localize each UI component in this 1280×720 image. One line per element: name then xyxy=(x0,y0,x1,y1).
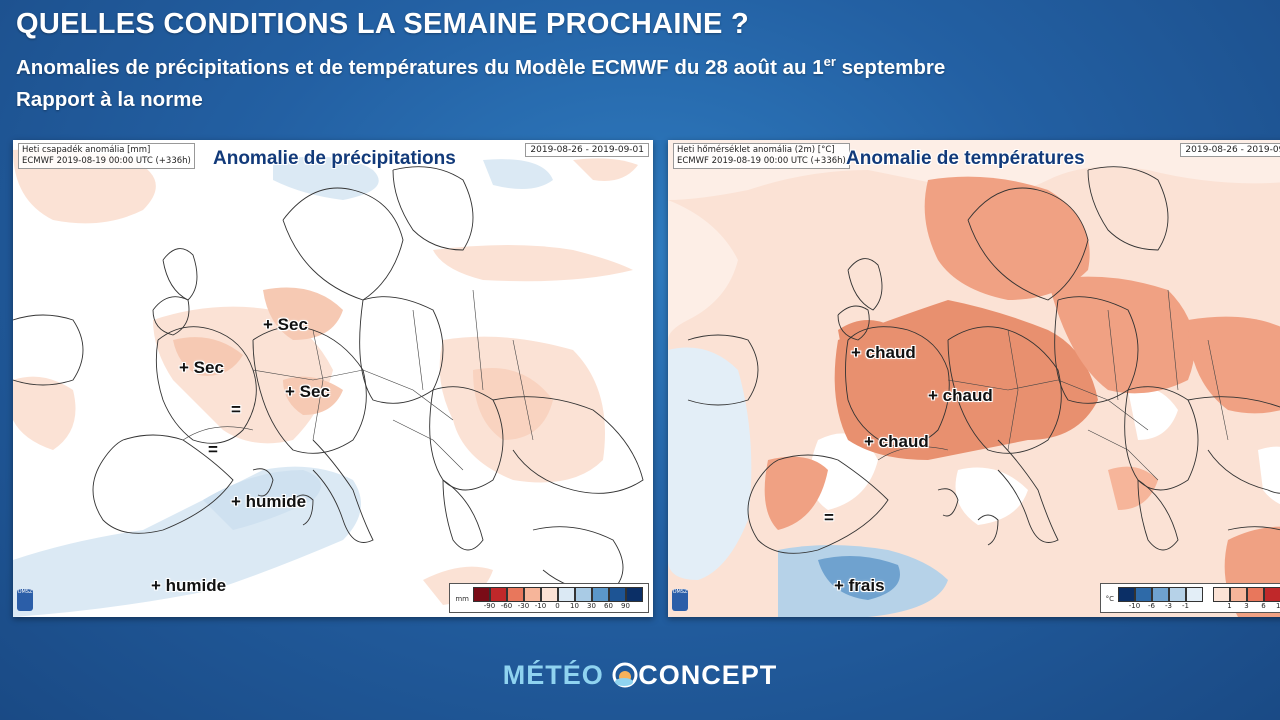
sun-cloud-icon xyxy=(612,662,638,688)
page-title: QUELLES CONDITIONS LA SEMAINE PROCHAINE … xyxy=(16,8,750,40)
legend-tick-label: -60 xyxy=(500,602,513,610)
subtitle-end: septembre xyxy=(835,56,946,79)
omsz-logo: OMSZ xyxy=(17,589,33,611)
temperature-legend: °C -10 -6 -3 -1 1 3 6 10 xyxy=(1099,583,1280,613)
legend-unit: mm xyxy=(455,595,469,603)
legend-tick-label: -3 xyxy=(1165,602,1172,610)
precipitation-date-range: 2019-08-26 - 2019-09-01 xyxy=(525,143,649,157)
legend-color-box xyxy=(473,587,490,602)
legend-color-box xyxy=(609,587,626,602)
precipitation-info-line1: Heti csapadék anomália [mm] xyxy=(22,145,151,155)
precipitation-map: Heti csapadék anomália [mm] ECMWF 2019-0… xyxy=(13,140,653,617)
omsz-logo-text: OMSZ xyxy=(17,589,33,595)
legend-color-boxes-cold xyxy=(1118,587,1203,602)
precipitation-map-graphic xyxy=(13,140,653,617)
legend-color-boxes xyxy=(473,587,643,602)
legend-ticks-cold: -10 -6 -3 -1 xyxy=(1118,602,1203,610)
meteo-concept-logo: MÉTÉO CONCEPT xyxy=(0,660,1280,691)
legend-tick-label: 6 xyxy=(1261,602,1266,610)
legend-scale: -90 -60 -30 -10 0 10 30 60 90 xyxy=(473,587,643,610)
legend-tick-label: -10 xyxy=(534,602,547,610)
omsz-logo: OMSZ xyxy=(672,589,688,611)
legend-color-box xyxy=(558,587,575,602)
legend-color-boxes-warm xyxy=(1213,587,1280,602)
legend-color-box xyxy=(1230,587,1247,602)
legend-tick-label: 60 xyxy=(604,602,613,610)
legend-color-box xyxy=(1169,587,1186,602)
temperature-info-line2: ECMWF 2019-08-19 00:00 UTC (+336h) xyxy=(677,156,846,166)
precipitation-info-box: Heti csapadék anomália [mm] ECMWF 2019-0… xyxy=(18,143,195,169)
temperature-date-range: 2019-08-26 - 2019-09-01 xyxy=(1180,143,1280,157)
map-label: + chaud xyxy=(928,386,993,405)
legend-color-box xyxy=(1247,587,1264,602)
map-label: + humide xyxy=(151,576,227,595)
legend-scale-warm: 1 3 6 10 xyxy=(1213,587,1280,610)
logo-part1: MÉTÉO xyxy=(502,660,604,690)
legend-unit: °C xyxy=(1105,595,1114,603)
legend-ticks-warm: 1 3 6 10 xyxy=(1213,602,1280,610)
legend-tick-label: 3 xyxy=(1244,602,1249,610)
legend-color-box xyxy=(524,587,541,602)
legend-color-box xyxy=(1135,587,1152,602)
subtitle-sup: er xyxy=(823,54,836,69)
temperature-map: Heti hőmérséklet anomália (2m) [°C] ECMW… xyxy=(668,140,1280,617)
legend-color-box xyxy=(541,587,558,602)
map-label: = xyxy=(208,440,218,459)
legend-ticks: -90 -60 -30 -10 0 10 30 60 90 xyxy=(473,602,643,610)
legend-tick-label: 90 xyxy=(621,602,630,610)
legend-color-box xyxy=(592,587,609,602)
map-label: + frais xyxy=(834,576,885,595)
legend-color-box xyxy=(1152,587,1169,602)
legend-color-box xyxy=(575,587,592,602)
map-label: + Sec xyxy=(263,315,308,334)
legend-color-box xyxy=(507,587,524,602)
legend-color-box xyxy=(1213,587,1230,602)
temperature-map-title: Anomalie de températures xyxy=(846,148,1085,169)
legend-tick-label: -6 xyxy=(1148,602,1155,610)
map-label: + Sec xyxy=(179,358,224,377)
map-label: + chaud xyxy=(864,432,929,451)
precipitation-map-title: Anomalie de précipitations xyxy=(213,148,456,169)
map-label: = xyxy=(824,508,834,527)
temperature-map-graphic xyxy=(668,140,1280,617)
temperature-info-box: Heti hőmérséklet anomália (2m) [°C] ECMW… xyxy=(673,143,850,169)
legend-color-box xyxy=(1118,587,1135,602)
map-label: + humide xyxy=(231,492,307,511)
page-subtitle-2: Rapport à la norme xyxy=(16,88,203,111)
omsz-logo-text: OMSZ xyxy=(672,589,688,595)
temperature-info-line1: Heti hőmérséklet anomália (2m) [°C] xyxy=(677,145,835,155)
map-label: = xyxy=(231,400,241,419)
legend-color-box xyxy=(490,587,507,602)
legend-scale-cold: -10 -6 -3 -1 xyxy=(1118,587,1203,610)
precipitation-legend: mm -90 -60 -30 -10 0 10 30 60 90 xyxy=(449,583,649,613)
legend-tick-label: -10 xyxy=(1128,602,1141,610)
precipitation-info-line2: ECMWF 2019-08-19 00:00 UTC (+336h) xyxy=(22,156,191,166)
legend-tick-label: 10 xyxy=(570,602,579,610)
page-subtitle: Anomalies de précipitations et de tempér… xyxy=(16,54,946,80)
legend-color-box xyxy=(1264,587,1280,602)
legend-tick-label: -1 xyxy=(1182,602,1189,610)
legend-tick-label: 30 xyxy=(587,602,596,610)
legend-tick-label: -30 xyxy=(517,602,530,610)
legend-tick-label: 10 xyxy=(1276,602,1280,610)
legend-tick-label: 0 xyxy=(555,602,560,610)
legend-color-box xyxy=(1186,587,1203,602)
map-label: + chaud xyxy=(851,343,916,362)
subtitle-main: Anomalies de précipitations et de tempér… xyxy=(16,56,824,79)
legend-tick-label: -90 xyxy=(483,602,496,610)
legend-color-box xyxy=(626,587,643,602)
map-label: + Sec xyxy=(285,382,330,401)
logo-part2: CONCEPT xyxy=(638,660,778,690)
legend-tick-label: 1 xyxy=(1227,602,1232,610)
